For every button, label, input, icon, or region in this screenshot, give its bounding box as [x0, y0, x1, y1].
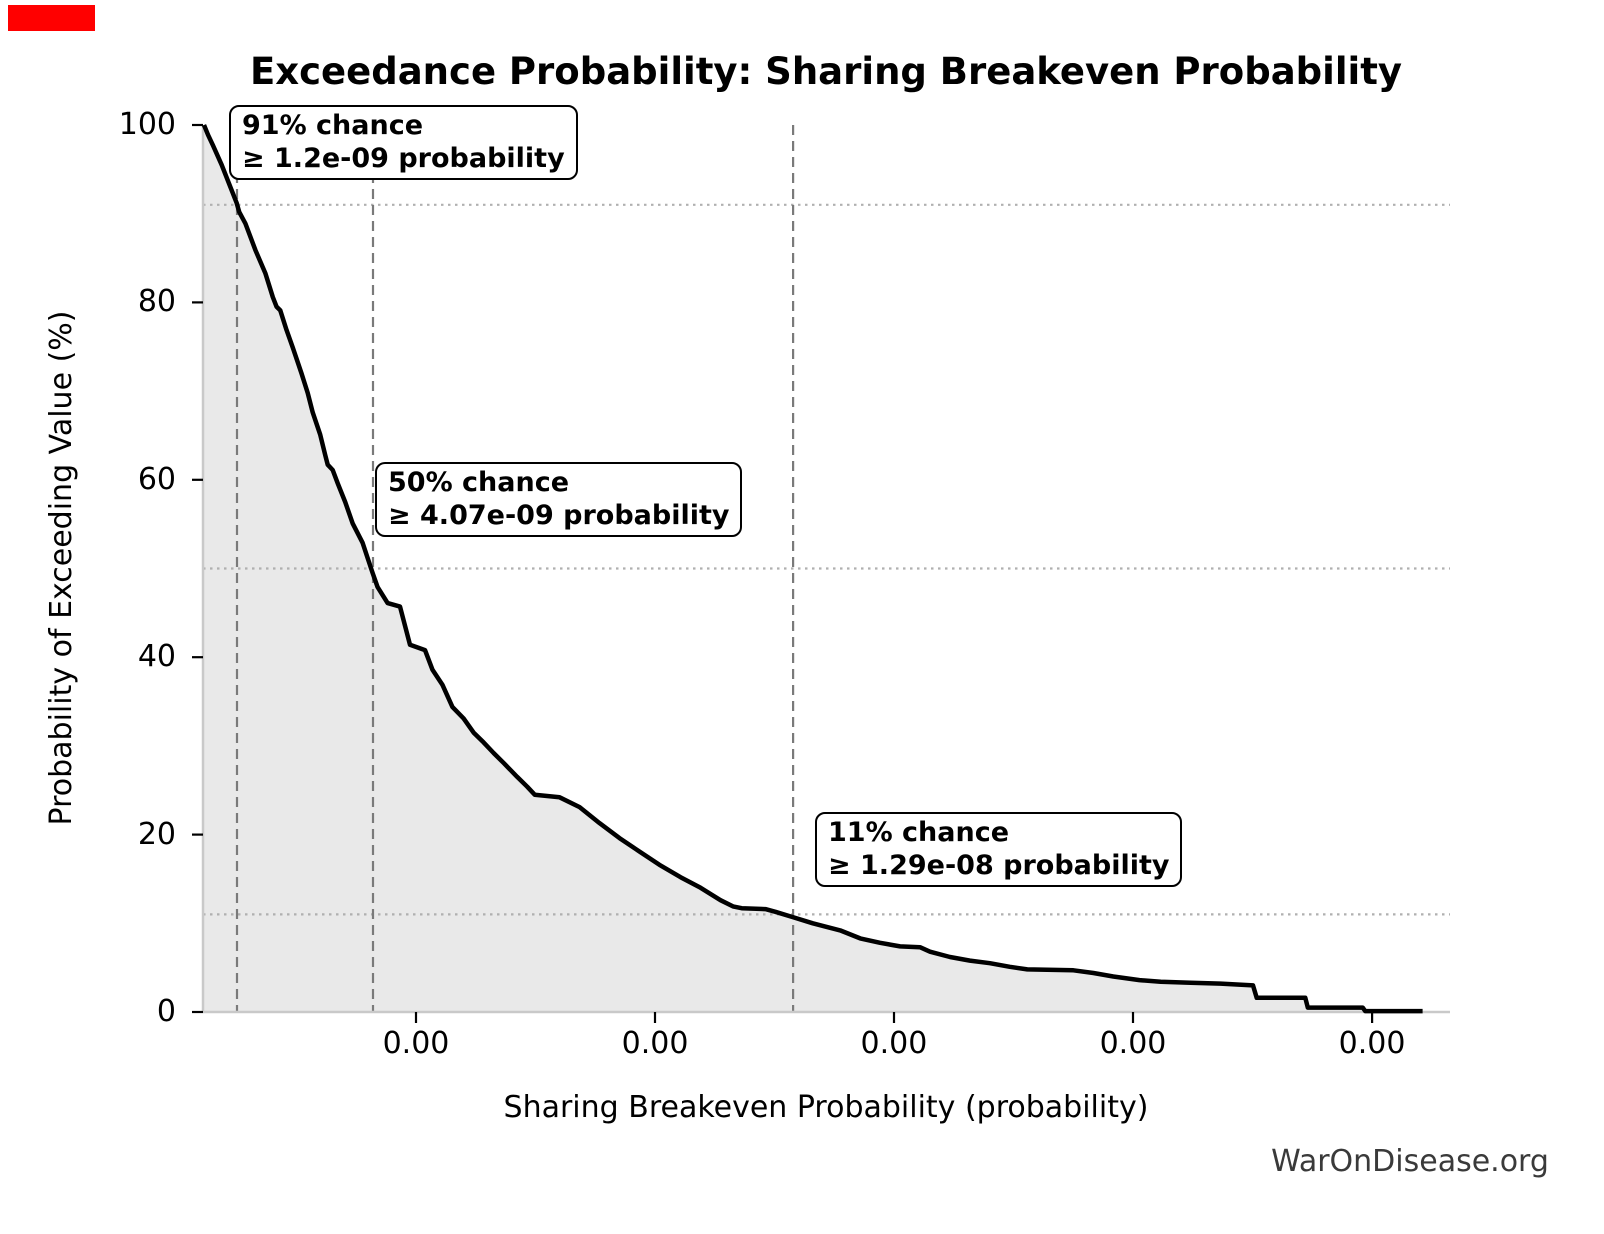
y-tick-label: 80 — [137, 284, 176, 320]
annotation-line-threshold: ≥ 4.07e-09 probability — [388, 500, 730, 531]
chart-title: Exceedance Probability: Sharing Breakeve… — [249, 50, 1403, 93]
x-tick-label: 0.00 — [382, 1026, 450, 1061]
exceedance-curve — [201, 124, 1423, 1014]
y-tick-label: 60 — [137, 461, 176, 497]
plot-area — [192, 123, 1450, 1023]
watermark-text: WarOnDisease.org — [1271, 1144, 1549, 1179]
annotation-11-percent: 11% chance ≥ 1.29e-08 probability — [815, 812, 1183, 887]
annotation-line-threshold: ≥ 1.29e-08 probability — [828, 850, 1170, 881]
x-axis-label: Sharing Breakeven Probability (probabili… — [503, 1090, 1149, 1125]
y-tick-label: 20 — [137, 816, 176, 852]
curve-fill-area — [204, 125, 1423, 1012]
y-tick-label: 40 — [137, 639, 176, 675]
x-tick-label: 0.00 — [1099, 1026, 1167, 1061]
annotation-50-percent: 50% chance ≥ 4.07e-09 probability — [375, 462, 743, 537]
x-tick-label: 0.00 — [860, 1026, 928, 1061]
y-axis-label: Probability of Exceeding Value (%) — [44, 310, 79, 826]
annotation-line-chance: 50% chance — [388, 467, 570, 498]
annotation-line-threshold: ≥ 1.2e-09 probability — [242, 143, 565, 174]
annotation-line-chance: 91% chance — [242, 110, 424, 141]
y-tick-label: 100 — [118, 107, 176, 142]
x-tick-label: 0.00 — [621, 1026, 689, 1061]
y-tick-label: 0 — [156, 994, 176, 1029]
annotation-91-percent: 91% chance ≥ 1.2e-09 probability — [229, 105, 578, 180]
x-tick-label: 0.00 — [1338, 1026, 1406, 1061]
red-marker-rectangle — [8, 5, 95, 31]
annotation-line-chance: 11% chance — [828, 817, 1010, 848]
